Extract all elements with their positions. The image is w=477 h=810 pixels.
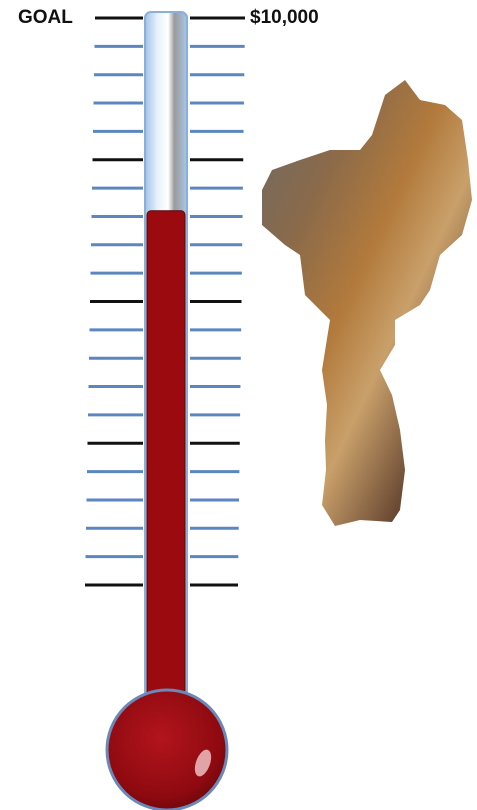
- map-collage: [262, 80, 472, 526]
- mercury-fill: [147, 211, 185, 712]
- goal-text: GOAL: [18, 7, 73, 28]
- goal-label: $10,000: [250, 7, 319, 28]
- chart: GOAL $10,000: [0, 0, 477, 810]
- page: GOAL $10,000 (() => { const data = JSON.…: [0, 0, 477, 810]
- thermometer-bulb: [107, 690, 227, 810]
